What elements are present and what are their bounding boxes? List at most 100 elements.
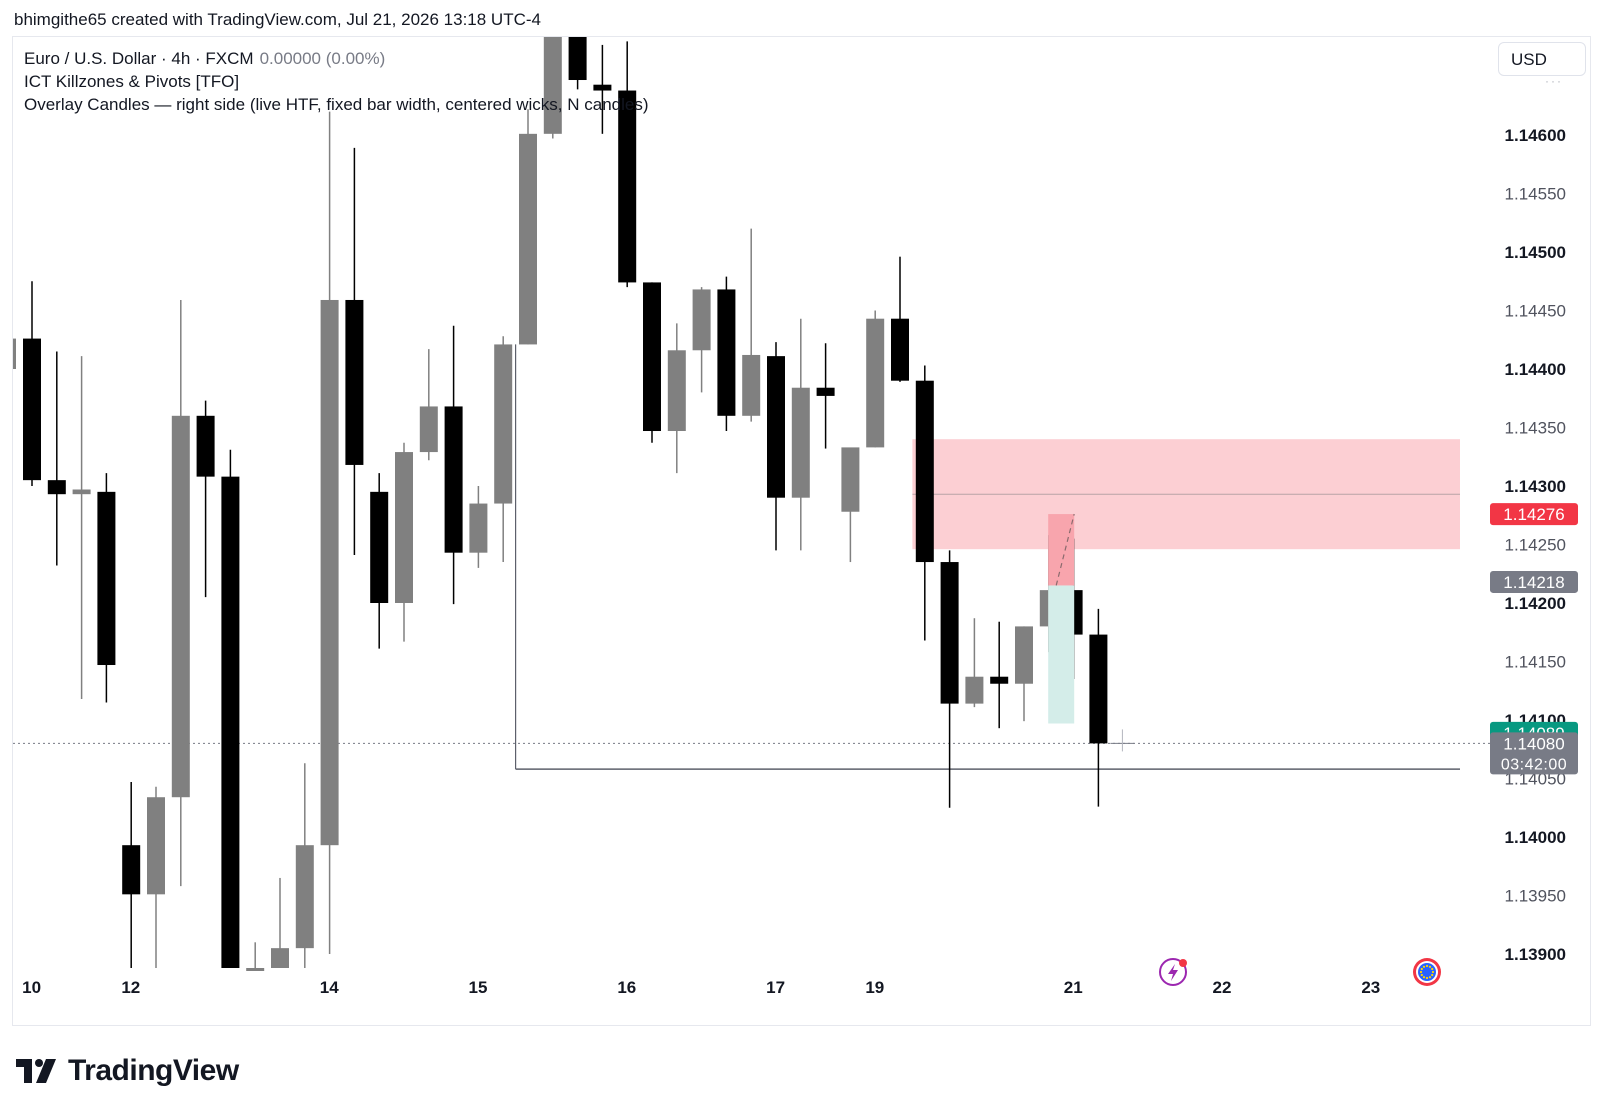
candle-body bbox=[891, 318, 909, 381]
legend-indicator-1[interactable]: ICT Killzones & Pivots [TFO] bbox=[24, 72, 240, 91]
x-axis-tick-label: 22 bbox=[1213, 978, 1232, 997]
overlay-htf-candle-bull bbox=[1048, 585, 1075, 724]
candle bbox=[667, 323, 686, 474]
candle-body bbox=[593, 84, 612, 91]
candle bbox=[345, 147, 364, 556]
candle bbox=[221, 449, 240, 968]
y-axis-tick-label: 1.13900 bbox=[1505, 945, 1566, 964]
legend-symbol-row[interactable]: Euro / U.S. Dollar · 4h · FXCM 0.00000 (0… bbox=[24, 47, 649, 70]
candle-body bbox=[940, 562, 959, 704]
x-axis-tick-label: 23 bbox=[1361, 978, 1380, 997]
price-tag-label: 1.14080 bbox=[1503, 734, 1564, 753]
candle bbox=[1089, 608, 1108, 807]
candle bbox=[271, 877, 289, 968]
candle-body bbox=[990, 676, 1009, 684]
candle bbox=[246, 942, 265, 971]
candle-body bbox=[643, 282, 661, 432]
candle-body bbox=[618, 90, 637, 283]
candle-body bbox=[1089, 634, 1108, 744]
candle-body bbox=[122, 845, 141, 895]
candle bbox=[915, 365, 934, 641]
y-axis-tick-label: 1.13950 bbox=[1505, 887, 1566, 906]
candle-body bbox=[841, 447, 860, 512]
eu-star bbox=[1420, 967, 1423, 971]
price-tag: 1.14218 bbox=[1490, 570, 1578, 593]
candle bbox=[841, 447, 860, 563]
candle-body bbox=[196, 415, 215, 477]
candle bbox=[370, 473, 389, 649]
candle bbox=[196, 400, 215, 598]
y-axis-tick-label: 1.14600 bbox=[1505, 126, 1566, 145]
eu-star bbox=[1422, 976, 1426, 979]
icons-layer bbox=[1159, 958, 1441, 986]
x-axis-tick-label: 21 bbox=[1064, 978, 1083, 997]
y-axis-tick-label: 1.14550 bbox=[1505, 185, 1566, 204]
more-dots-icon[interactable]: ··· bbox=[1545, 74, 1563, 88]
eu-star bbox=[1425, 964, 1429, 968]
candle-body bbox=[791, 387, 810, 498]
price-tag: 1.14080 03:42:00 bbox=[1490, 732, 1578, 775]
candle bbox=[295, 763, 314, 968]
candle bbox=[940, 550, 959, 808]
candle bbox=[1015, 626, 1033, 722]
candle bbox=[419, 349, 438, 461]
candle bbox=[593, 44, 612, 134]
y-axis-tick-label: 1.14450 bbox=[1505, 302, 1566, 321]
candle bbox=[692, 287, 711, 393]
x-axis: 10 12 14 15 16 17 19 21 22 23 bbox=[22, 978, 1380, 997]
candle-body bbox=[221, 476, 240, 968]
price-tag-label: 1.14276 bbox=[1503, 505, 1564, 524]
x-axis-tick-label: 14 bbox=[320, 978, 339, 997]
y-axis: 1.14600 1.14550 1.14500 1.14450 1.14400 1.143… bbox=[1505, 126, 1566, 964]
tradingview-wordmark: TradingView bbox=[68, 1054, 239, 1087]
price-tag-bg bbox=[1490, 732, 1578, 775]
x-axis-tick-label: 17 bbox=[766, 978, 785, 997]
x-axis-tick-label: 19 bbox=[865, 978, 884, 997]
candle-partial bbox=[13, 338, 16, 369]
eu-star bbox=[1428, 965, 1432, 968]
overlay-layer bbox=[1048, 513, 1135, 752]
attribution: bhimgithe65 created with TradingView.com… bbox=[14, 10, 541, 29]
candle bbox=[147, 786, 165, 968]
candle bbox=[891, 256, 909, 382]
candle bbox=[97, 473, 116, 703]
candle-body bbox=[171, 415, 190, 798]
x-axis-tick-label: 10 bbox=[22, 978, 41, 997]
price-tag-label: 1.14218 bbox=[1503, 573, 1564, 592]
legend-change: 0.00000 (0.00%) bbox=[259, 49, 386, 68]
candle bbox=[742, 228, 761, 422]
candle bbox=[72, 356, 91, 699]
candle-body bbox=[866, 318, 885, 448]
candle bbox=[990, 621, 1009, 729]
x-axis-tick-label: 12 bbox=[121, 978, 140, 997]
candle-body bbox=[444, 406, 463, 553]
candle-body bbox=[915, 380, 934, 563]
candle-body bbox=[271, 948, 289, 968]
candle bbox=[494, 336, 513, 563]
y-axis-tick-label: 1.14500 bbox=[1505, 243, 1566, 262]
legend-indicator-2[interactable]: Overlay Candles — right side (live HTF, … bbox=[24, 95, 649, 114]
price-tag: 1.14276 bbox=[1490, 503, 1578, 526]
candle-body bbox=[494, 344, 513, 504]
y-axis-tick-label: 1.14250 bbox=[1505, 536, 1566, 555]
x-axis-tick-label: 15 bbox=[469, 978, 488, 997]
candle-body bbox=[742, 354, 761, 416]
currency-button[interactable]: USD bbox=[1498, 42, 1586, 76]
candle bbox=[23, 281, 41, 486]
lightning-event-icon[interactable] bbox=[1159, 958, 1187, 986]
tradingview-logo-icon bbox=[16, 1059, 56, 1083]
candle bbox=[643, 282, 661, 443]
candle-body bbox=[246, 968, 265, 971]
candle-body bbox=[419, 406, 438, 453]
x-axis-tick-label: 16 bbox=[617, 978, 636, 997]
eu-flag-icon[interactable] bbox=[1413, 958, 1441, 986]
candle bbox=[47, 351, 66, 566]
legend-symbol: Euro / U.S. Dollar · 4h · FXCM bbox=[24, 49, 254, 68]
candle-body bbox=[469, 503, 488, 553]
y-axis-tick-label: 1.14200 bbox=[1505, 594, 1566, 613]
chart-legend: Euro / U.S. Dollar · 4h · FXCM 0.00000 (0… bbox=[24, 47, 649, 116]
candle-body bbox=[568, 37, 587, 81]
y-axis-tick-label: 1.14400 bbox=[1505, 360, 1566, 379]
